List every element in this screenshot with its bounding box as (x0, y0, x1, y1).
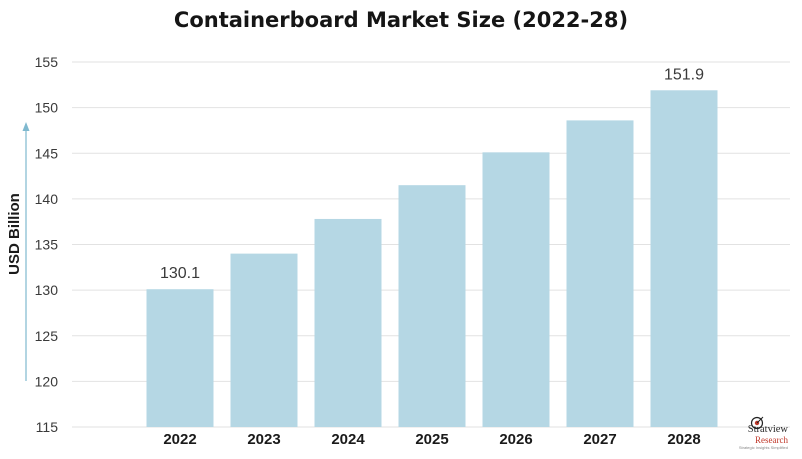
y-tick-label: 115 (36, 419, 59, 435)
logo-sub: Research (755, 434, 788, 445)
bar-2027 (566, 120, 634, 428)
x-tick-label: 2024 (331, 431, 365, 448)
target-logo-icon (750, 416, 764, 430)
x-tick-label: 2022 (163, 431, 196, 448)
data-label-2022: 130.1 (160, 265, 200, 282)
x-tick-label: 2023 (247, 431, 280, 448)
y-tick-label: 155 (35, 54, 59, 70)
y-axis-ticks: 115 120 125 130 135 140 145 150 155 (35, 54, 59, 435)
y-tick-label: 120 (35, 373, 59, 389)
y-tick-label: 130 (35, 282, 59, 298)
bar-2025 (398, 185, 466, 427)
stratview-logo: Stratview Research Strategic Insights Si… (724, 416, 788, 455)
bars (146, 90, 718, 428)
bar-2026 (482, 152, 550, 427)
logo-name: Stratview (747, 424, 788, 435)
y-axis-arrow-head (22, 122, 30, 131)
x-tick-label: 2027 (583, 431, 616, 448)
bar-2024 (314, 218, 382, 427)
x-tick-label: 2028 (667, 431, 700, 448)
logo-tagline: Strategic Insights Simplified (738, 444, 788, 450)
data-label-2028: 151.9 (664, 66, 704, 83)
bar-2023 (230, 253, 298, 427)
y-tick-label: 135 (35, 237, 59, 253)
y-tick-label: 125 (35, 328, 59, 344)
data-labels: 130.1 151.9 (160, 66, 704, 282)
bar-2022 (146, 289, 214, 427)
x-axis-ticks: 2022 2023 2024 2025 2026 2027 2028 (163, 431, 700, 448)
x-tick-label: 2025 (415, 431, 448, 448)
y-axis-label: USD Billion (6, 193, 23, 275)
y-tick-label: 145 (35, 145, 59, 161)
y-tick-label: 140 (35, 191, 59, 207)
y-axis-title: USD Billion (6, 122, 30, 381)
bar-2028 (650, 90, 718, 427)
y-tick-label: 150 (35, 100, 59, 116)
x-tick-label: 2026 (499, 431, 532, 448)
chart-title: Containerboard Market Size (2022-28) (174, 8, 628, 32)
